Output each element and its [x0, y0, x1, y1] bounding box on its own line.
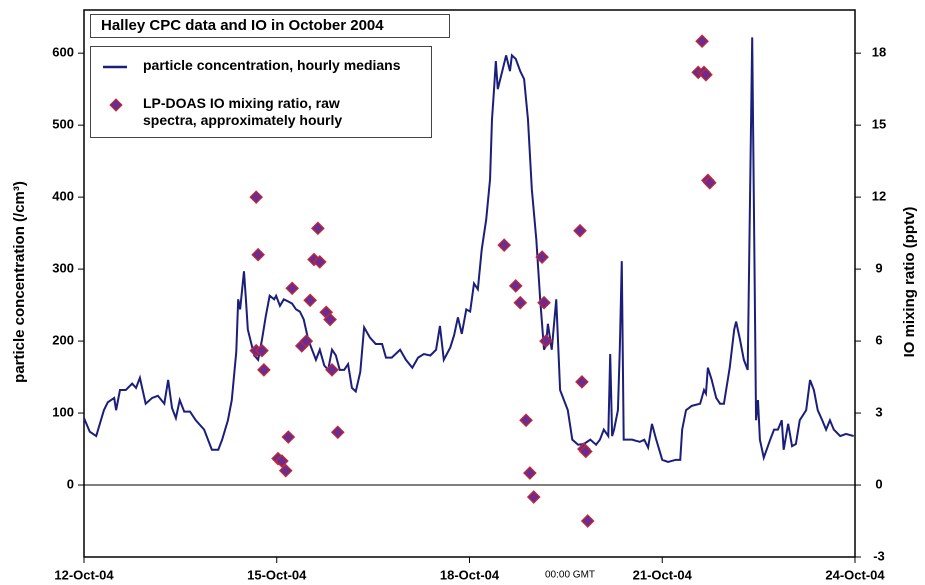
data-point	[255, 343, 269, 358]
data-point	[695, 34, 709, 49]
data-point	[303, 293, 318, 308]
y-tick-label: 600	[52, 45, 74, 60]
y-tick-label: 300	[52, 261, 74, 276]
y2-axis-label: IO mixing ratio (pptv)	[901, 207, 918, 358]
data-point	[299, 334, 314, 348]
data-point	[526, 490, 541, 504]
data-point	[278, 463, 293, 478]
chart-title: Halley CPC data and IO in October 2004	[101, 17, 384, 34]
y2-tick-label: 9	[875, 261, 882, 276]
y-tick-label: 200	[52, 333, 74, 348]
y-tick-label: 0	[67, 476, 74, 491]
data-point	[519, 413, 533, 428]
data-point	[325, 363, 339, 377]
data-point	[508, 279, 523, 293]
legend: particle concentration, hourly medians L…	[90, 46, 432, 138]
x-tick-label: 21-Oct-04	[633, 567, 693, 582]
data-point	[249, 190, 264, 204]
x-tick-label: 15-Oct-04	[247, 567, 307, 582]
data-point	[497, 238, 512, 252]
y-axis-label: particle concentration (/cm³)	[11, 181, 28, 383]
data-point	[702, 175, 717, 190]
x-tick-label: 18-Oct-04	[440, 567, 500, 582]
data-point	[537, 295, 551, 310]
data-point	[257, 363, 271, 377]
x-tick-label: 12-Oct-04	[54, 567, 114, 582]
data-point	[275, 454, 289, 468]
data-point	[330, 425, 345, 440]
data-point	[323, 312, 337, 327]
y-tick-label: 400	[52, 189, 74, 204]
data-point	[285, 281, 300, 296]
y-tick-label: 500	[52, 117, 74, 132]
y2-tick-label: 6	[875, 333, 882, 348]
y2-tick-label: 18	[872, 45, 886, 60]
data-point	[311, 221, 325, 236]
y2-tick-label: 15	[872, 117, 886, 132]
data-point	[580, 514, 595, 528]
legend-label: LP-DOAS IO mixing ratio, raw spectra, ap…	[143, 95, 343, 128]
data-line	[83, 37, 854, 464]
data-point	[539, 334, 553, 348]
y2-tick-label: 12	[872, 189, 886, 204]
legend-marker-key	[109, 98, 123, 112]
data-point	[513, 295, 528, 310]
data-point	[312, 255, 327, 269]
y2-tick-label: -3	[873, 548, 885, 563]
data-point	[575, 375, 589, 389]
legend-line-key	[103, 65, 127, 69]
data-point	[535, 250, 549, 264]
x-tick-label: 24-Oct-04	[825, 567, 885, 582]
data-point	[251, 247, 265, 262]
data-point	[573, 223, 587, 238]
annotation: 00:00 GMT	[545, 570, 595, 581]
data-point	[699, 67, 713, 82]
y2-tick-label: 3	[875, 404, 882, 419]
data-point	[523, 466, 537, 480]
y-tick-label: 100	[52, 404, 74, 419]
data-point	[281, 430, 296, 444]
data-point	[578, 444, 593, 459]
title-box: Halley CPC data and IO in October 2004	[90, 14, 450, 38]
y2-tick-label: 0	[875, 476, 882, 491]
legend-label: particle concentration, hourly medians	[143, 57, 401, 73]
